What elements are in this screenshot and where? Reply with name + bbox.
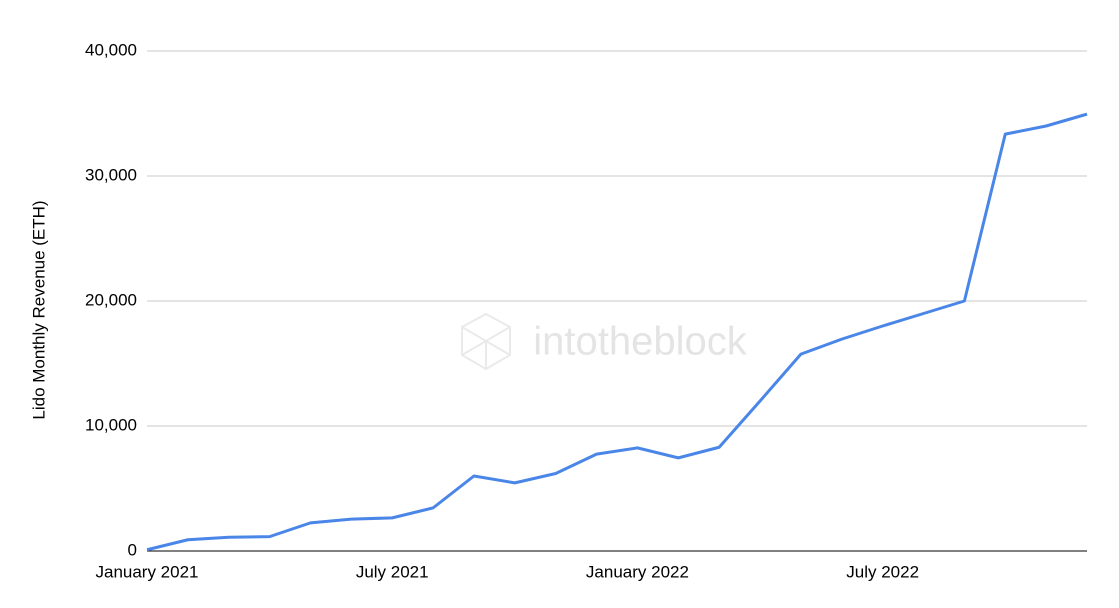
x-tick-label: July 2021 xyxy=(356,562,429,581)
x-tick-label: July 2022 xyxy=(846,562,919,581)
watermark-logo xyxy=(461,312,511,371)
x-tick-label: January 2022 xyxy=(586,562,689,581)
y-tick-label: 0 xyxy=(128,540,137,559)
y-tick-label: 10,000 xyxy=(85,415,137,434)
y-tick-label: 30,000 xyxy=(85,165,137,184)
x-tick-label: January 2021 xyxy=(95,562,198,581)
y-tick-label: 40,000 xyxy=(85,40,137,59)
y-tick-label: 20,000 xyxy=(85,290,137,309)
y-axis-label: Lido Monthly Revenue (ETH) xyxy=(29,200,48,419)
data-line xyxy=(146,112,1088,552)
watermark: intotheblock xyxy=(533,320,747,364)
